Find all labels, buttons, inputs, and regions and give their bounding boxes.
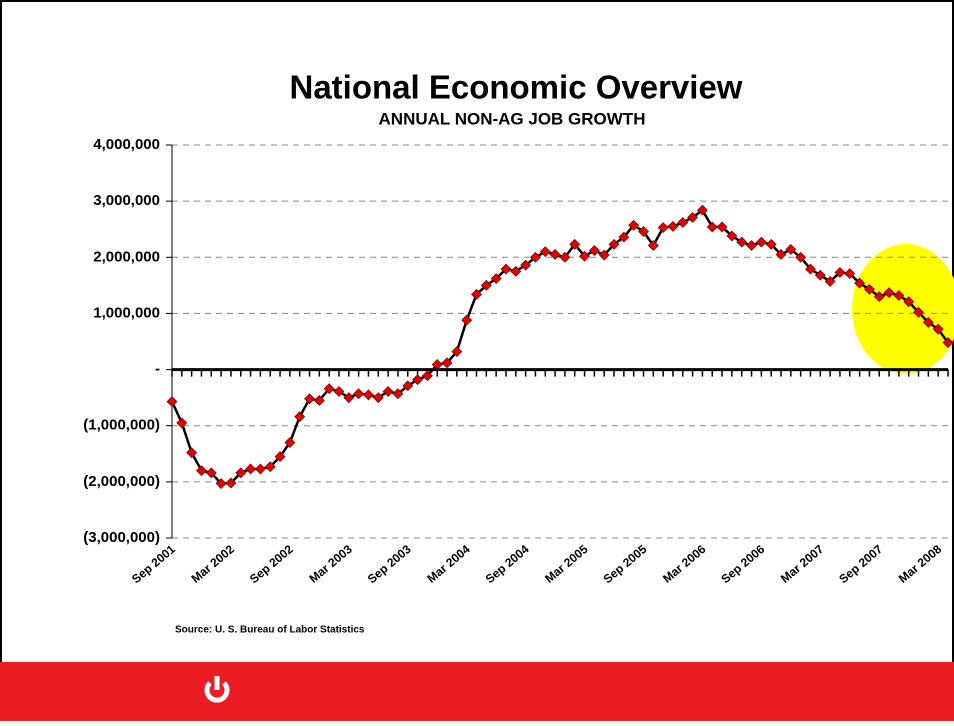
data-point bbox=[854, 277, 866, 289]
data-point bbox=[677, 217, 689, 228]
data-point bbox=[687, 211, 699, 223]
y-tick-label: 4,000,000 bbox=[93, 136, 160, 153]
data-point bbox=[755, 236, 767, 248]
data-point bbox=[697, 204, 708, 216]
data-point bbox=[382, 386, 394, 397]
data-point bbox=[628, 219, 640, 231]
data-point bbox=[264, 461, 276, 473]
data-point bbox=[608, 238, 620, 250]
data-point bbox=[235, 467, 247, 479]
data-point bbox=[579, 250, 590, 262]
data-point bbox=[667, 220, 679, 232]
data-point bbox=[166, 396, 178, 407]
data-point bbox=[530, 251, 541, 263]
data-point bbox=[638, 226, 649, 237]
data-point bbox=[412, 374, 423, 386]
data-point bbox=[323, 383, 335, 395]
data-point bbox=[588, 245, 600, 256]
data-point bbox=[893, 290, 905, 301]
highlight-circle bbox=[852, 244, 954, 374]
data-point bbox=[186, 447, 198, 459]
power-icon bbox=[204, 676, 230, 703]
y-tick-label: (3,000,000) bbox=[83, 529, 160, 546]
data-point bbox=[922, 316, 934, 328]
y-tick-label: (2,000,000) bbox=[83, 473, 160, 490]
data-point bbox=[333, 386, 345, 397]
data-point bbox=[913, 306, 924, 318]
data-point bbox=[274, 451, 286, 463]
data-point bbox=[284, 437, 296, 448]
footer-bar bbox=[0, 662, 954, 721]
data-point bbox=[245, 463, 257, 475]
data-point bbox=[736, 236, 748, 248]
data-point bbox=[500, 263, 512, 275]
data-point bbox=[480, 279, 492, 291]
data-point bbox=[775, 249, 787, 260]
source-note: Source: U. S. Bureau of Labor Statistics bbox=[175, 625, 365, 636]
data-point bbox=[196, 465, 207, 477]
data-point bbox=[549, 249, 561, 260]
data-point bbox=[942, 337, 954, 349]
data-point bbox=[746, 240, 757, 251]
data-point bbox=[176, 417, 188, 429]
data-point bbox=[254, 463, 266, 475]
data-point bbox=[372, 392, 384, 404]
data-point bbox=[441, 357, 453, 369]
data-point bbox=[824, 276, 836, 287]
data-point bbox=[844, 268, 856, 279]
data-point bbox=[392, 388, 404, 400]
data-point bbox=[304, 393, 315, 405]
data-point bbox=[569, 238, 581, 250]
data-point bbox=[726, 230, 738, 242]
data-point bbox=[313, 395, 325, 406]
data-point bbox=[834, 267, 846, 278]
data-point bbox=[520, 259, 532, 271]
data-point bbox=[618, 231, 630, 243]
data-point bbox=[421, 370, 433, 382]
data-point bbox=[431, 359, 443, 370]
data-point bbox=[932, 323, 944, 335]
y-tick-label: - bbox=[155, 361, 160, 378]
data-point bbox=[510, 265, 522, 277]
data-point bbox=[363, 389, 374, 401]
data-point bbox=[461, 314, 473, 326]
data-point bbox=[647, 240, 659, 251]
data-point bbox=[343, 392, 355, 404]
data-point bbox=[215, 478, 227, 489]
data-point bbox=[706, 221, 718, 233]
data-point bbox=[559, 251, 571, 263]
data-point bbox=[490, 273, 502, 285]
data-point bbox=[353, 388, 365, 400]
data-point bbox=[598, 249, 610, 261]
data-point bbox=[716, 221, 728, 233]
data-point bbox=[785, 244, 797, 255]
y-tick-label: 3,000,000 bbox=[93, 192, 160, 209]
y-tick-label: (1,000,000) bbox=[83, 417, 160, 434]
data-point bbox=[863, 283, 875, 295]
data-point bbox=[451, 346, 463, 358]
data-point bbox=[539, 246, 551, 258]
data-point bbox=[205, 467, 217, 479]
y-tick-label: 1,000,000 bbox=[93, 304, 160, 321]
data-point bbox=[814, 269, 826, 281]
data-point bbox=[471, 288, 482, 300]
data-point bbox=[225, 477, 237, 489]
data-point bbox=[795, 251, 807, 263]
data-point bbox=[294, 411, 306, 423]
data-point bbox=[402, 380, 414, 392]
chart-subtitle: ANNUAL NON-AG JOB GROWTH bbox=[379, 109, 646, 128]
y-tick-label: 2,000,000 bbox=[93, 248, 160, 265]
data-point bbox=[903, 296, 915, 308]
chart-title: National Economic Overview bbox=[290, 69, 743, 106]
data-point bbox=[805, 263, 816, 275]
data-point bbox=[883, 287, 895, 299]
data-point bbox=[873, 291, 885, 303]
data-point bbox=[765, 238, 777, 250]
data-point bbox=[657, 222, 669, 233]
